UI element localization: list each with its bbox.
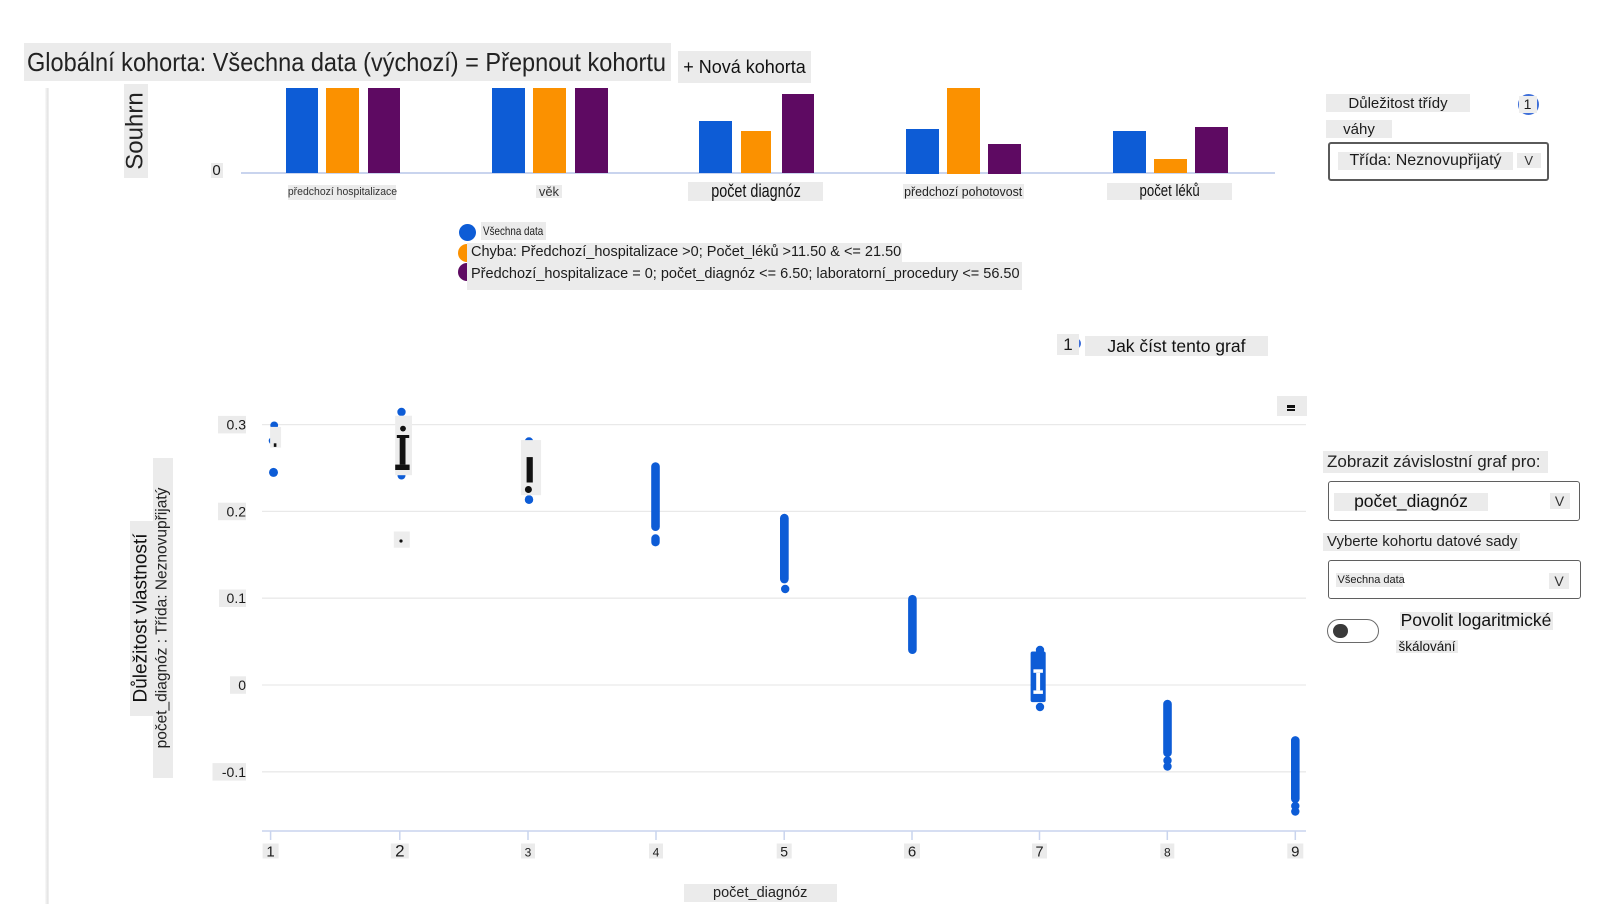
svg-text:6: 6 (908, 844, 916, 861)
svg-text:3: 3 (525, 846, 532, 860)
svg-text:7: 7 (1035, 845, 1043, 861)
svg-text:9: 9 (1291, 844, 1299, 861)
svg-text:5: 5 (780, 844, 788, 860)
svg-text:-0.1: -0.1 (222, 764, 246, 780)
svg-text:0.2: 0.2 (227, 503, 247, 519)
svg-text:4: 4 (653, 846, 660, 860)
svg-text:8: 8 (1164, 846, 1171, 860)
svg-text:0: 0 (238, 677, 246, 693)
svg-text:1: 1 (266, 844, 274, 861)
svg-text:0.3: 0.3 (227, 417, 247, 433)
svg-text:0.1: 0.1 (227, 590, 247, 606)
svg-text:2: 2 (395, 842, 404, 861)
